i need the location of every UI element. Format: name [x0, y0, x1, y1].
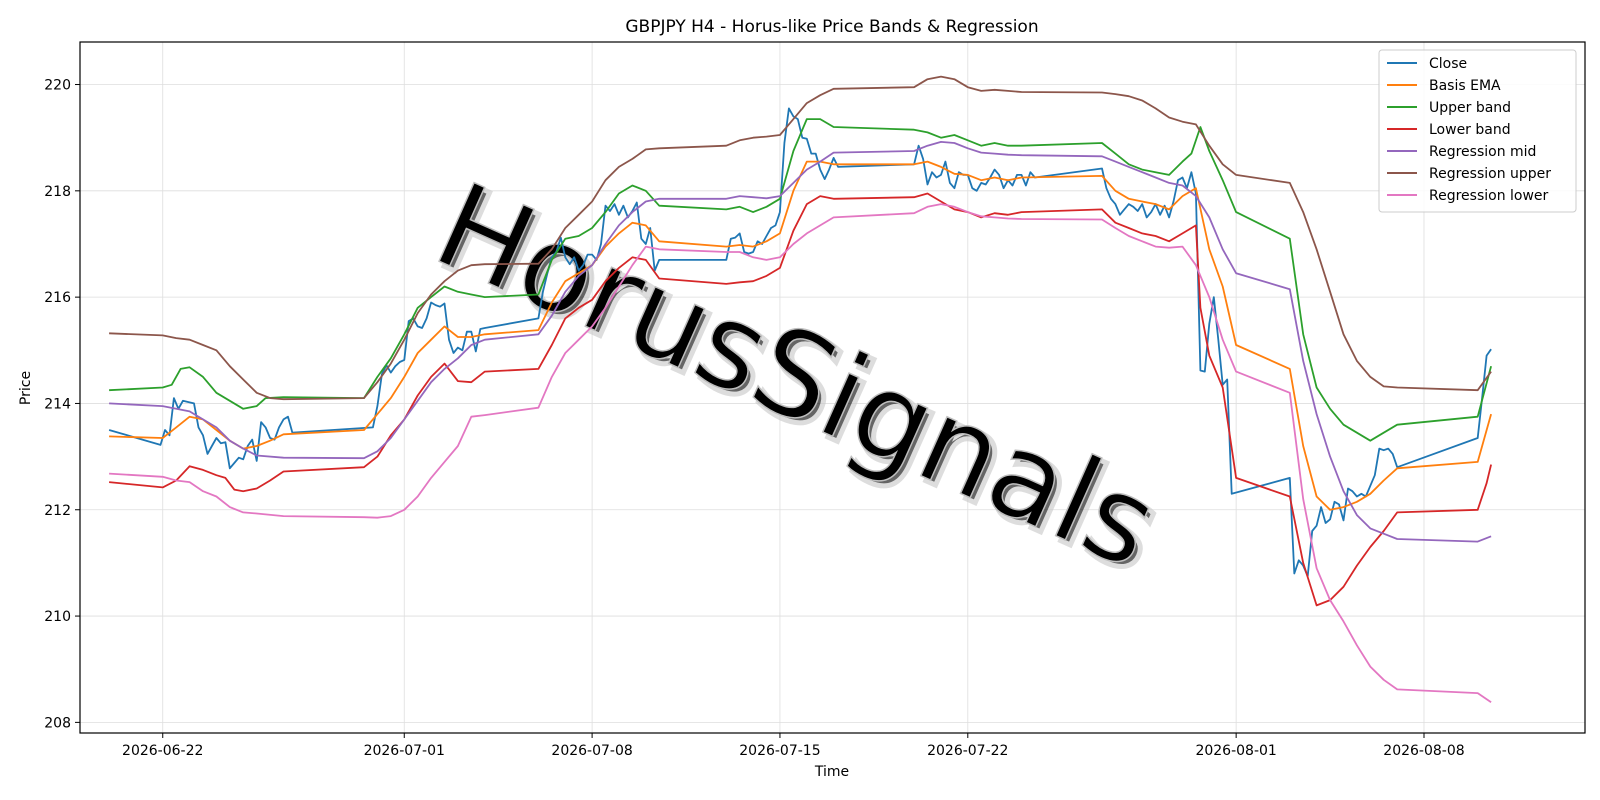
- y-tick-label: 212: [44, 503, 71, 519]
- chart-title: GBPJPY H4 - Horus-like Price Bands & Reg…: [625, 17, 1038, 37]
- series-lines: [108, 75, 1492, 703]
- legend-entry: Upper band: [1429, 100, 1511, 116]
- legend-entry: Regression upper: [1429, 166, 1551, 182]
- series-line-regression-mid: [109, 140, 1492, 543]
- legend-box: [1378, 49, 1577, 213]
- series-line-basis-ema: [109, 160, 1492, 511]
- x-tick-label: 2026-08-08: [1383, 743, 1464, 759]
- y-tick-label: 214: [44, 396, 71, 412]
- x-axis: 2026-06-22 2026-07-01 2026-07-08 2026-07-15…: [122, 733, 1465, 759]
- x-tick-label: 2026-08-01: [1195, 743, 1276, 759]
- y-tick-label: 216: [44, 290, 71, 306]
- x-axis-label: Time: [814, 764, 849, 780]
- x-tick-label: 2026-07-22: [927, 743, 1008, 759]
- series-line-regression-upper: [109, 75, 1492, 401]
- series-line-regression-lower: [109, 203, 1492, 703]
- legend-entry: Regression lower: [1429, 188, 1549, 204]
- y-tick-label: 210: [44, 609, 71, 625]
- y-tick-label: 218: [44, 184, 71, 200]
- legend-entry: Lower band: [1429, 122, 1511, 138]
- x-tick-label: 2026-07-08: [551, 743, 632, 759]
- y-axis: 208 210 212 214 216 218 220: [44, 78, 80, 731]
- x-tick-label: 2026-06-22: [122, 743, 203, 759]
- x-tick-label: 2026-07-01: [364, 743, 445, 759]
- y-tick-label: 220: [44, 78, 71, 94]
- legend-entry: Basis EMA: [1429, 78, 1501, 94]
- legend-entry: Close: [1429, 56, 1467, 72]
- x-tick-label: 2026-07-15: [739, 743, 820, 759]
- y-axis-label: Price: [18, 371, 34, 405]
- legend-entry: Regression mid: [1429, 144, 1536, 160]
- series-line-lower-band: [109, 192, 1492, 607]
- plot-frame: [79, 41, 1586, 734]
- y-tick-label: 208: [44, 715, 71, 731]
- legend: Close Basis EMA Upper band Lower band Regres…: [1378, 49, 1577, 213]
